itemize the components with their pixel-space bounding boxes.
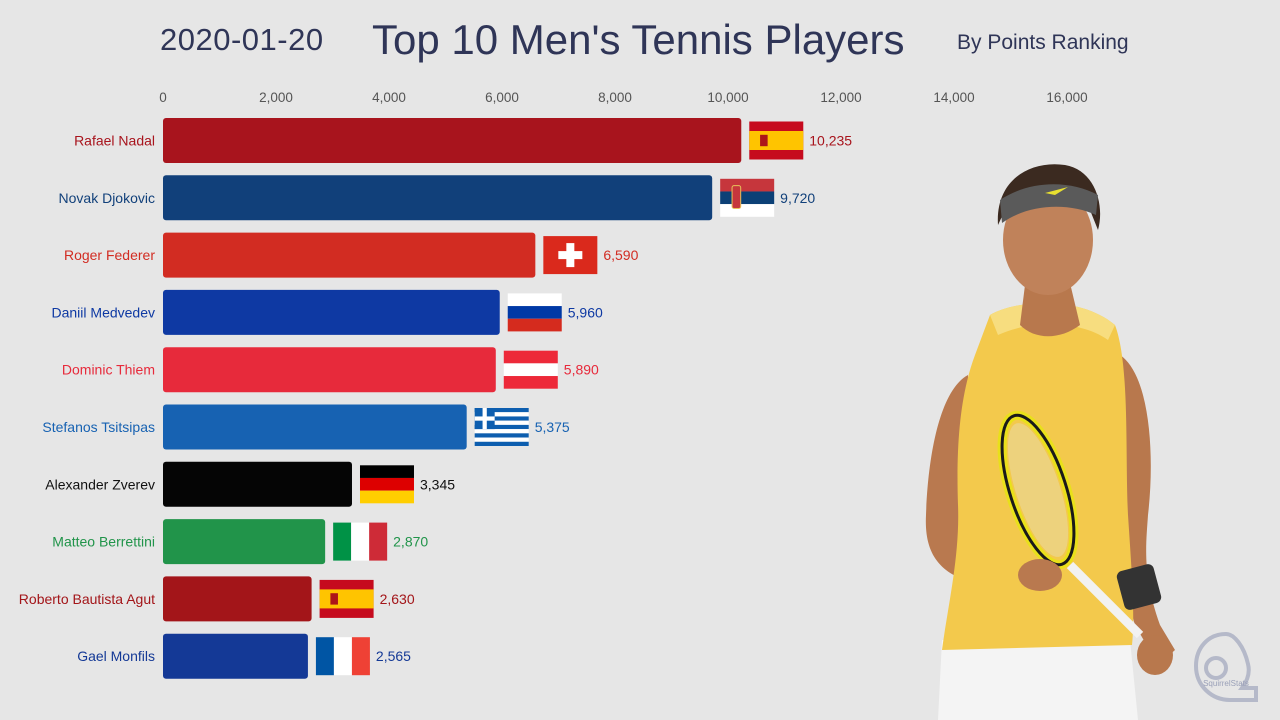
bar (163, 461, 352, 507)
bar (163, 347, 496, 393)
x-tick-label: 10,000 (707, 90, 748, 105)
value-label: 5,890 (564, 362, 599, 378)
x-tick-label: 2,000 (259, 90, 293, 105)
value-label: 2,565 (376, 648, 411, 664)
bar (163, 232, 536, 278)
x-tick-label: 14,000 (933, 90, 974, 105)
chart-title: Top 10 Men's Tennis Players (372, 16, 905, 63)
russia-flag-icon (507, 293, 562, 332)
value-label: 9,720 (780, 190, 815, 206)
value-label: 5,375 (535, 419, 570, 435)
chart-date: 2020-01-20 (160, 22, 324, 57)
bar-row: Matteo Berrettini 2,870 (52, 519, 428, 565)
x-tick-label: 16,000 (1046, 90, 1087, 105)
bar-row: Dominic Thiem 5,890 (62, 347, 599, 393)
player-name-label: Alexander Zverev (45, 476, 155, 492)
player-name-label: Rafael Nadal (74, 133, 155, 149)
player-name-label: Matteo Berrettini (52, 534, 155, 550)
x-tick-label: 6,000 (485, 90, 519, 105)
spain-flag-icon (319, 579, 374, 618)
serbia-flag-icon (720, 178, 775, 217)
value-label: 6,590 (603, 247, 638, 263)
bar-row: Roger Federer 6,590 (64, 232, 639, 278)
player-name-label: Gael Monfils (77, 648, 155, 664)
bar (163, 576, 312, 622)
value-label: 2,630 (380, 591, 415, 607)
player-name-label: Dominic Thiem (62, 362, 155, 378)
france-flag-icon (315, 637, 370, 676)
bar-row: Rafael Nadal 10,235 (74, 118, 852, 163)
bar-row: Daniil Medvedev 5,960 (52, 289, 603, 335)
value-label: 5,960 (568, 304, 603, 320)
watermark-text: SquirrelStats (1203, 679, 1249, 688)
bar (163, 519, 326, 565)
germany-flag-icon (359, 465, 414, 504)
x-tick-label: 12,000 (820, 90, 861, 105)
bar-row: Novak Djokovic 9,720 (59, 175, 815, 221)
italy-flag-icon (333, 522, 388, 561)
value-label: 10,235 (809, 133, 852, 149)
spain-flag-icon (749, 121, 804, 160)
greece-flag-icon (474, 408, 529, 446)
player-name-label: Daniil Medvedev (52, 304, 156, 320)
bar-row: Alexander Zverev 3,345 (45, 461, 455, 507)
value-label: 2,870 (393, 534, 428, 550)
player-photo (925, 164, 1175, 720)
bar-row: Stefanos Tsitsipas 5,375 (42, 404, 570, 450)
player-name-label: Stefanos Tsitsipas (42, 419, 155, 435)
value-label: 3,345 (420, 476, 455, 492)
bar (163, 404, 467, 450)
player-name-label: Roger Federer (64, 247, 155, 263)
player-name-label: Roberto Bautista Agut (19, 591, 155, 607)
bar-row: Roberto Bautista Agut 2,630 (19, 576, 415, 622)
x-tick-label: 4,000 (372, 90, 406, 105)
switzerland-flag-icon (543, 236, 598, 275)
squirrelstats-logo: SquirrelStats (1193, 631, 1258, 702)
player-name-label: Novak Djokovic (59, 190, 155, 206)
bar (163, 289, 500, 335)
bar (163, 118, 742, 163)
bar (163, 633, 308, 679)
x-tick-label: 8,000 (598, 90, 632, 105)
bar-row: Gael Monfils 2,565 (77, 633, 411, 679)
x-tick-label: 0 (159, 90, 167, 105)
bar (163, 175, 713, 221)
austria-flag-icon (503, 350, 558, 389)
chart-subtitle: By Points Ranking (957, 31, 1129, 54)
